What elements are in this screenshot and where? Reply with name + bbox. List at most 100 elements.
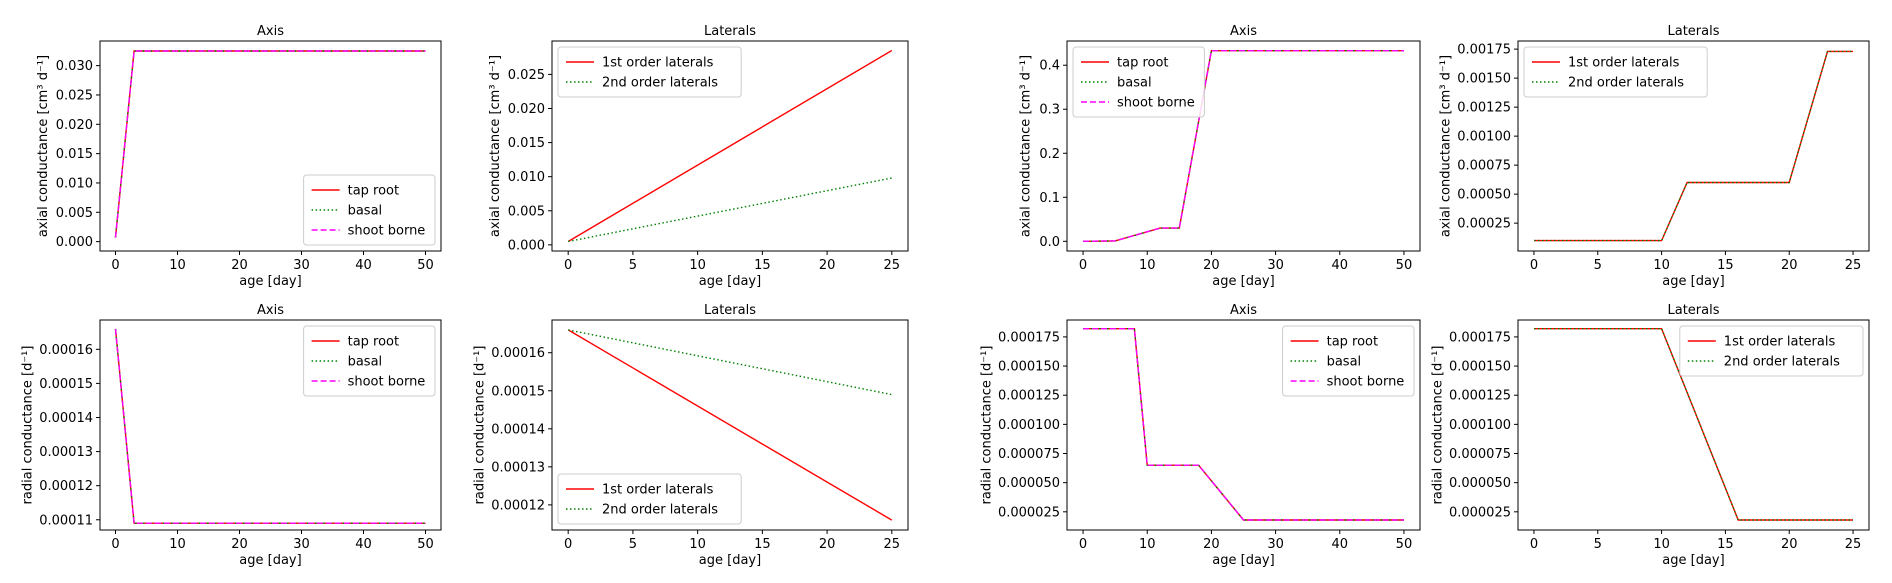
x-tick-label: 25 xyxy=(1845,258,1862,273)
x-tick-label: 10 xyxy=(1139,537,1156,552)
y-tick-label: 0.1 xyxy=(1039,191,1060,206)
subplot-5: Axis 0 10 20 30 40 50 0.00011 0.00012 0.00013 0.00… xyxy=(20,303,442,568)
y-tick-label: 0.000100 xyxy=(998,418,1060,433)
legend-box xyxy=(1679,325,1864,377)
subplot-2: Laterals 0 5 10 15 20 25 0.000 0.005 0.010 0.015 0.… xyxy=(488,24,909,289)
x-tick-label: 30 xyxy=(293,537,310,552)
y-tick-label: 0.030 xyxy=(56,59,93,74)
series-line-3 xyxy=(114,328,426,524)
plot-frame xyxy=(1066,319,1421,531)
x-tick-label: 10 xyxy=(1139,258,1156,273)
plot-title: Axis xyxy=(1230,24,1257,39)
x-tick-label: 10 xyxy=(689,258,706,273)
y-tick-label: 0.000175 xyxy=(998,330,1060,345)
x-tick-label: 20 xyxy=(819,258,836,273)
x-tick-label: 5 xyxy=(629,258,637,273)
series-line-3 xyxy=(1082,50,1404,242)
legend-entry: tap root xyxy=(1327,335,1379,350)
plot-title: Laterals xyxy=(704,24,756,39)
x-tick-label: 20 xyxy=(231,537,248,552)
x-tick-label: 50 xyxy=(417,537,434,552)
y-axis-label: radial conductance [d⁻¹] xyxy=(472,346,487,505)
plot-title: Axis xyxy=(257,303,284,318)
x-tick-label: 20 xyxy=(1203,537,1220,552)
legend-entry: tap root xyxy=(348,184,400,199)
legend-entry: shoot borne xyxy=(348,224,426,239)
x-tick-label: 20 xyxy=(819,537,836,552)
y-tick-label: 0.025 xyxy=(508,68,545,83)
x-tick-label: 20 xyxy=(231,258,248,273)
x-tick-label: 15 xyxy=(754,258,771,273)
legend-entry: 1st order laterals xyxy=(1568,56,1680,71)
y-axis-label: axial conductance [cm³ d⁻¹] xyxy=(1019,55,1034,237)
legend-entry: basal xyxy=(348,204,383,219)
plot-title: Axis xyxy=(257,24,284,39)
plot-frame xyxy=(1066,40,1421,252)
y-axis-label: axial conductance [cm³ d⁻¹] xyxy=(1438,55,1453,237)
subplot-1: Axis 0 10 20 30 40 50 0.000 0.005 0.010 0.015 0.020… xyxy=(36,24,442,289)
y-tick-label: 0.000150 xyxy=(998,360,1060,375)
x-tick-label: 5 xyxy=(1594,258,1602,273)
legend: tap root basal shoot borne xyxy=(303,325,436,397)
legend: 1st order laterals 2nd order laterals xyxy=(557,473,742,525)
legend-entry: 2nd order laterals xyxy=(602,76,718,91)
y-tick-label: 0.025 xyxy=(56,88,93,103)
x-tick-label: 15 xyxy=(1717,258,1734,273)
x-tick-label: 20 xyxy=(1781,537,1798,552)
y-tick-label: 0.00150 xyxy=(1457,72,1511,87)
x-tick-label: 10 xyxy=(1653,258,1670,273)
y-tick-label: 0.4 xyxy=(1039,59,1060,74)
y-tick-label: 0.00015 xyxy=(39,377,93,392)
y-tick-label: 0.000075 xyxy=(998,447,1060,462)
plot-frame xyxy=(551,40,909,252)
legend-entry: basal xyxy=(348,355,383,370)
legend-entry: 1st order laterals xyxy=(1724,335,1836,350)
y-tick-label: 0.015 xyxy=(508,136,545,151)
legend-box xyxy=(303,174,436,246)
x-tick-label: 15 xyxy=(1717,537,1734,552)
legend-entry: shoot borne xyxy=(348,375,426,390)
x-tick-label: 0 xyxy=(1079,537,1087,552)
legend: 1st order laterals 2nd order laterals xyxy=(557,46,742,98)
x-tick-label: 50 xyxy=(1396,258,1413,273)
plot-title: Laterals xyxy=(704,303,756,318)
y-tick-label: 0.000025 xyxy=(998,505,1060,520)
series-line-3 xyxy=(1083,328,1404,521)
x-tick-label: 5 xyxy=(629,537,637,552)
y-tick-label: 0.00175 xyxy=(1457,43,1511,58)
subplot-4: Laterals 0 5 10 15 20 25 0.00025 0.00050 0.00075 0… xyxy=(1438,24,1870,289)
x-axis-label: age [day] xyxy=(699,553,761,568)
x-tick-label: 0 xyxy=(564,258,572,273)
series-line-2 xyxy=(568,329,892,396)
x-tick-label: 50 xyxy=(1396,537,1413,552)
y-tick-label: 0.000125 xyxy=(1449,389,1511,404)
y-tick-label: 0.00013 xyxy=(39,445,93,460)
y-tick-label: 0.00025 xyxy=(1457,217,1511,232)
x-tick-label: 40 xyxy=(1331,258,1348,273)
legend-entry: shoot borne xyxy=(1117,96,1195,111)
x-axis-label: age [day] xyxy=(1662,553,1724,568)
y-axis-label: radial conductance [d⁻¹] xyxy=(1431,346,1446,505)
legend-box xyxy=(303,325,436,397)
series-line-1 xyxy=(1534,328,1853,521)
legend: tap root basal shoot borne xyxy=(303,174,436,246)
y-tick-label: 0.005 xyxy=(56,206,93,221)
y-tick-label: 0.00015 xyxy=(491,384,545,399)
y-tick-label: 0.000150 xyxy=(1449,360,1511,375)
legend: tap root basal shoot borne xyxy=(1282,325,1415,397)
series-line-1 xyxy=(567,49,893,243)
x-tick-label: 5 xyxy=(1594,537,1602,552)
legend-box xyxy=(557,473,742,525)
legend: tap root basal shoot borne xyxy=(1072,46,1205,118)
y-axis-label: radial conductance [d⁻¹] xyxy=(20,346,35,505)
y-tick-label: 0.00125 xyxy=(1457,101,1511,116)
x-tick-label: 10 xyxy=(689,537,706,552)
y-tick-label: 0.000175 xyxy=(1449,330,1511,345)
plot-frame xyxy=(99,319,442,531)
x-tick-label: 40 xyxy=(355,258,372,273)
subplot-7: Axis 0 10 20 30 40 50 0.000025 0.000050 0.000075 0… xyxy=(980,303,1421,568)
legend-entry: basal xyxy=(1117,76,1152,91)
legend-entry: shoot borne xyxy=(1327,375,1405,390)
x-tick-label: 0 xyxy=(1530,258,1538,273)
